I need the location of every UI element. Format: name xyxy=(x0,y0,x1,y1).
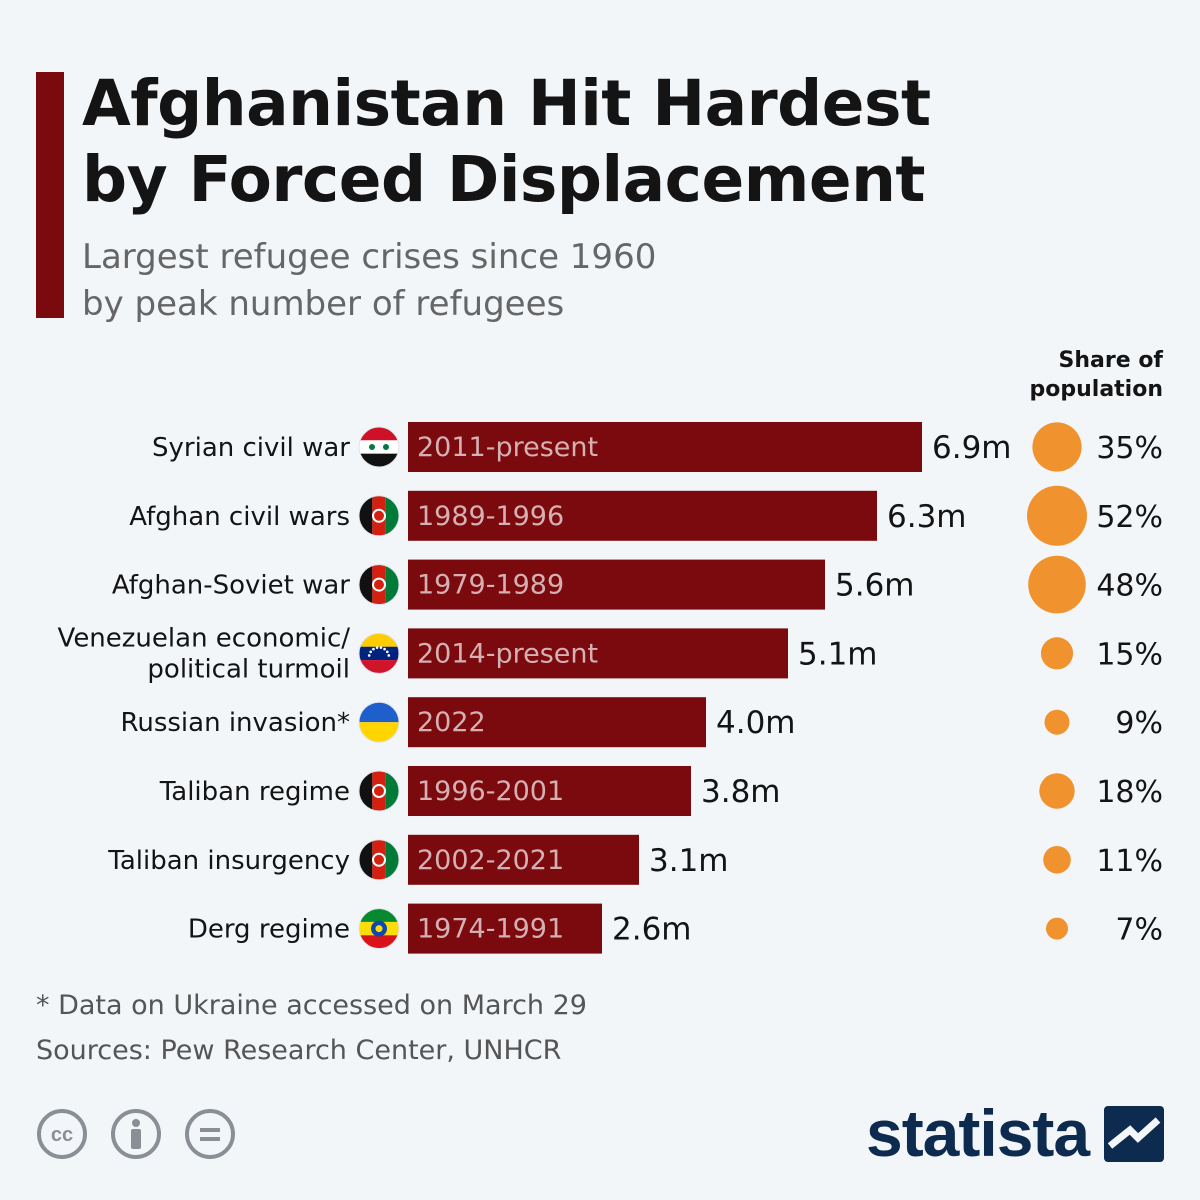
title-accent-bar xyxy=(36,72,64,318)
chart-row: Taliban insurgency 2002-2021 3.1m 11% xyxy=(107,834,1163,885)
chart-subtitle: Largest refugee crises since 1960 by pea… xyxy=(82,234,1082,328)
category-label: Taliban insurgency xyxy=(107,846,350,876)
share-label: 35% xyxy=(1096,431,1163,466)
share-bubble xyxy=(1032,422,1082,472)
bar xyxy=(408,766,691,816)
value-label: 2.6m xyxy=(612,912,692,948)
share-bubble xyxy=(1044,709,1070,735)
afghanistan-flag-icon xyxy=(358,564,400,606)
creative-commons-icon[interactable]: cc xyxy=(36,1108,88,1160)
subtitle-line-2: by peak number of refugees xyxy=(82,284,565,324)
no-derivatives-icon[interactable] xyxy=(184,1108,236,1160)
value-label: 3.1m xyxy=(649,843,729,879)
share-label: 15% xyxy=(1096,637,1163,672)
period-label: 2014-present xyxy=(417,638,598,669)
ukraine-flag-icon xyxy=(358,701,400,743)
bar xyxy=(408,490,877,541)
statista-logo-text[interactable]: statista xyxy=(866,1096,1090,1170)
venezuela-flag-icon xyxy=(358,632,400,674)
share-label: 48% xyxy=(1096,569,1163,604)
bar xyxy=(408,559,825,610)
category-label: Afghan-Soviet war xyxy=(112,571,350,601)
share-header-line-1: Share of xyxy=(1058,348,1163,373)
title-line-1: Afghanistan Hit Hardest xyxy=(82,67,931,140)
ethiopia-flag-icon xyxy=(358,908,400,950)
category-label: Derg regime xyxy=(188,915,350,945)
category-label: Russian invasion* xyxy=(120,708,350,738)
chart-row: Venezuelan economic/political turmoil 201… xyxy=(58,623,1163,684)
share-bubble xyxy=(1028,555,1086,614)
chart-row: Afghan civil wars 1989-1996 6.3m 52% xyxy=(129,485,1163,546)
period-label: 2011-present xyxy=(417,432,598,463)
period-label: 1974-1991 xyxy=(417,914,564,945)
category-label: Taliban regime xyxy=(159,777,350,807)
value-label: 3.8m xyxy=(701,774,781,810)
sources: Sources: Pew Research Center, UNHCR xyxy=(36,1035,562,1066)
share-bubble xyxy=(1043,846,1071,874)
chart-row: Russian invasion* 2022 4.0m 9% xyxy=(120,697,1163,748)
category-label: Venezuelan economic/ xyxy=(58,623,351,653)
chart-row: Taliban regime 1996-2001 3.8m 18% xyxy=(159,766,1163,816)
value-label: 5.6m xyxy=(835,568,915,604)
afghanistan-flag-icon xyxy=(358,495,400,537)
value-label: 6.3m xyxy=(887,499,967,535)
category-label: Afghan civil wars xyxy=(129,502,350,532)
share-label: 52% xyxy=(1096,500,1163,535)
share-bubble xyxy=(1027,485,1087,546)
share-label: 7% xyxy=(1115,913,1163,948)
bar xyxy=(408,903,602,954)
share-label: 18% xyxy=(1096,775,1163,810)
category-label: political turmoil xyxy=(147,654,350,684)
period-label: 1996-2001 xyxy=(417,776,564,807)
chart-row: Derg regime 1974-1991 2.6m 7% xyxy=(188,903,1163,954)
svg-text:cc: cc xyxy=(51,1124,73,1146)
afghanistan-flag-icon xyxy=(358,839,400,881)
share-bubble xyxy=(1046,917,1068,940)
value-label: 6.9m xyxy=(932,430,1012,466)
bar xyxy=(408,834,639,885)
share-of-population-header: Share of population xyxy=(1030,346,1164,404)
statista-logo-icon[interactable] xyxy=(1104,1106,1164,1162)
value-label: 5.1m xyxy=(798,636,878,672)
share-header-line-2: population xyxy=(1029,377,1164,402)
period-label: 2002-2021 xyxy=(417,845,564,876)
bar xyxy=(408,422,922,472)
footnote: * Data on Ukraine accessed on March 29 xyxy=(36,990,587,1021)
share-bubble xyxy=(1040,637,1074,670)
chart-title: Afghanistan Hit Hardest by Forced Displa… xyxy=(82,66,1162,218)
period-label: 2022 xyxy=(417,707,486,738)
share-label: 9% xyxy=(1115,706,1163,741)
subtitle-line-1: Largest refugee crises since 1960 xyxy=(82,237,657,277)
bar xyxy=(408,697,706,748)
category-label: Syrian civil war xyxy=(152,433,350,463)
period-label: 1989-1996 xyxy=(417,501,564,532)
share-bubble xyxy=(1039,773,1075,809)
title-line-2: by Forced Displacement xyxy=(82,143,926,216)
attribution-icon[interactable] xyxy=(110,1108,162,1160)
syria-flag-icon xyxy=(358,426,400,468)
chart-row: Syrian civil war 2011-present 6.9m 35% xyxy=(152,422,1163,472)
period-label: 1979-1989 xyxy=(417,570,564,601)
chart-row: Afghan-Soviet war 1979-1989 5.6m 48% xyxy=(112,555,1163,614)
bar xyxy=(408,628,788,679)
value-label: 4.0m xyxy=(716,705,796,741)
afghanistan-flag-icon xyxy=(358,770,400,812)
share-label: 11% xyxy=(1096,844,1163,879)
